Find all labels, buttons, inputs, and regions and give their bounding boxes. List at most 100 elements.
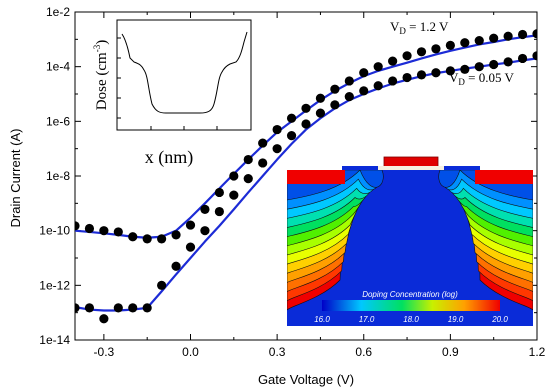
y-tick-label: 1e-10: [39, 224, 70, 238]
right-spacer: [444, 166, 480, 170]
data-point: [272, 124, 282, 135]
data-point: [445, 66, 455, 76]
data-point: [200, 226, 210, 236]
data-point: [532, 51, 537, 61]
doping-colorbar-ticks: 16.0 17.0 18.0 19.0 20.0: [314, 315, 508, 324]
data-point: [373, 81, 383, 91]
data-point: [416, 70, 427, 80]
data-point: [330, 84, 340, 94]
drain-contact-region: [475, 170, 533, 184]
data-point: [301, 103, 311, 113]
y-tick-label: 1e-8: [46, 169, 70, 183]
doping-inset: Doping Concentration (log) 16.0 17.0 18.0 1…: [287, 156, 533, 326]
data-point: [185, 220, 196, 230]
data-point: [301, 119, 311, 129]
data-point: [503, 57, 513, 67]
x-axis-ticks: -0.3 0.0 0.3 0.6 0.9 1.2: [94, 12, 546, 359]
data-point: [157, 234, 167, 244]
data-point: [128, 303, 138, 313]
y-axis-ticks: 1e-14 1e-12 1e-10 1e-8 1e-6 1e-4 1e-2: [39, 5, 537, 347]
doping-colorbar: [322, 300, 500, 311]
doping-colorbar-tick-label: 17.0: [359, 315, 375, 324]
dose-inset-frame: [116, 19, 252, 131]
data-point: [416, 47, 427, 57]
data-point: [214, 206, 224, 217]
vd-low-label: VD = 0.05 V: [449, 70, 514, 87]
data-point: [517, 29, 528, 40]
x-tick-label: 0.6: [355, 345, 372, 359]
data-point: [258, 138, 268, 148]
data-point: [200, 204, 210, 214]
data-point: [388, 56, 398, 66]
fit-line-2: [75, 57, 537, 312]
data-point: [431, 44, 441, 54]
dose-inset-ticks: [117, 37, 218, 130]
data-point: [503, 31, 513, 41]
y-tick-label: 1e-6: [46, 114, 70, 128]
vd-high-sub: D: [399, 26, 406, 36]
data-point: [359, 86, 369, 96]
data-point: [171, 261, 181, 271]
data-point: [171, 230, 181, 240]
dose-inset-ylabel: Dose (cm-3): [92, 40, 110, 110]
y-axis-title: Drain Current (A): [8, 129, 23, 228]
x-tick-label: 1.2: [529, 345, 546, 359]
dose-ylabel-sup: -3: [92, 44, 102, 52]
data-point: [344, 76, 354, 86]
gate-oxide: [378, 166, 444, 170]
y-tick-label: 1e-4: [46, 60, 70, 74]
dose-ylabel-tail: ): [94, 40, 110, 45]
data-point: [445, 40, 455, 50]
x-tick-label: 0.9: [442, 345, 459, 359]
data-point: [113, 227, 123, 237]
data-point: [99, 226, 109, 236]
data-point: [474, 62, 484, 72]
vd-low-prefix: V: [449, 70, 459, 85]
data-point: [474, 35, 484, 46]
data-point: [142, 234, 152, 244]
data-point: [489, 33, 499, 43]
x-axis-title: Gate Voltage (V): [258, 372, 354, 387]
y-tick-label: 1e-14: [39, 333, 70, 347]
data-point: [388, 76, 398, 86]
data-point: [431, 68, 441, 78]
gate-electrode: [383, 156, 439, 168]
y-tick-label: 1e-12: [39, 278, 70, 292]
data-point: [229, 190, 239, 200]
data-point: [243, 154, 253, 165]
data-point: [286, 113, 297, 123]
source-contact-region: [287, 170, 345, 184]
dose-profile-curve: [121, 31, 248, 114]
dose-inset-xlabel: x (nm): [145, 147, 194, 168]
doping-colorbar-tick-label: 18.0: [403, 315, 419, 324]
data-point: [128, 232, 138, 242]
vd-high-prefix: V: [390, 19, 400, 34]
doping-contour-field: [287, 170, 533, 311]
vd-low-suffix: = 0.05 V: [465, 70, 515, 85]
dose-ylabel-text: Dose (cm: [94, 52, 110, 110]
doping-colorbar-tick-label: 20.0: [491, 315, 508, 324]
data-point: [185, 242, 196, 252]
data-point: [330, 100, 340, 110]
doping-colorbar-title: Doping Concentration (log): [362, 290, 458, 299]
data-point: [272, 144, 282, 154]
data-point: [460, 38, 470, 48]
data-point: [75, 303, 80, 313]
left-spacer: [342, 166, 378, 170]
data-point: [315, 108, 326, 118]
data-point: [113, 303, 123, 313]
data-point: [489, 59, 499, 70]
series-layer: [75, 29, 537, 324]
vd-low-sub: D: [458, 77, 465, 87]
data-point: [157, 280, 167, 290]
data-point: [373, 62, 383, 72]
x-tick-label: 0.3: [269, 345, 286, 359]
data-point: [359, 68, 369, 78]
vd-high-suffix: = 1.2 V: [406, 19, 449, 34]
data-point: [258, 158, 268, 168]
data-point: [286, 131, 297, 141]
dose-inset: Dose (cm-3) x (nm): [92, 19, 252, 168]
data-point: [99, 314, 109, 324]
doping-colorbar-tick-label: 19.0: [448, 315, 464, 324]
